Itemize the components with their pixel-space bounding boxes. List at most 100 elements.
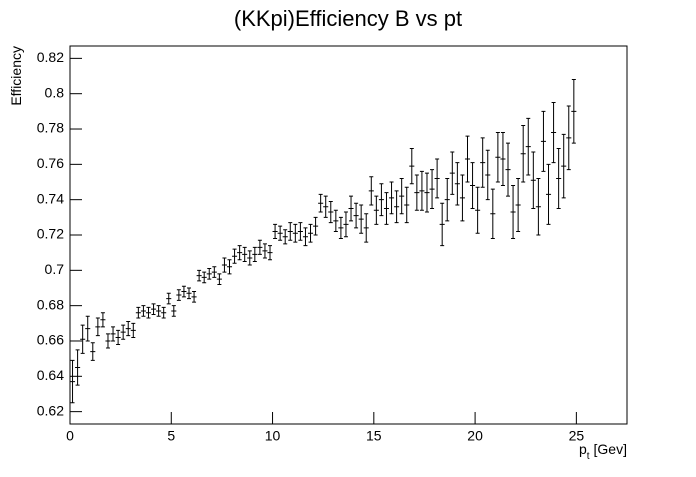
- x-axis-label-unit: [Gev]: [594, 441, 627, 457]
- error-bar-point: [338, 216, 344, 240]
- error-bar-point: [409, 147, 415, 185]
- error-bar-point: [277, 225, 283, 241]
- error-bar-point: [490, 188, 496, 240]
- error-bar-point: [389, 181, 395, 215]
- error-bar-point: [267, 245, 273, 261]
- x-axis-label: pt [Gev]: [579, 441, 627, 462]
- error-bar-point: [125, 321, 131, 337]
- error-bar-point: [551, 102, 557, 164]
- error-bar-point: [515, 177, 521, 232]
- error-bar-point: [287, 222, 293, 241]
- error-bar-point: [510, 185, 516, 240]
- error-bar-point: [348, 195, 354, 222]
- error-bar-point: [495, 132, 501, 183]
- error-bar-point: [475, 186, 481, 234]
- error-bar-point: [206, 268, 212, 280]
- error-bar-point: [257, 239, 263, 255]
- error-bar-point: [80, 324, 86, 354]
- error-bar-point: [252, 246, 258, 262]
- error-bar-point: [480, 137, 486, 188]
- error-bar-point: [186, 287, 192, 300]
- error-bar-point: [424, 172, 430, 213]
- error-bar-point: [525, 117, 531, 176]
- error-bar-point: [383, 192, 390, 225]
- error-bar-point: [115, 329, 121, 346]
- y-tick-label: 0.76: [37, 155, 64, 171]
- error-bar-point: [181, 285, 187, 298]
- error-bar-point: [353, 202, 359, 229]
- error-bar-point: [135, 306, 141, 319]
- error-bar-point: [226, 259, 233, 275]
- error-bar-point: [297, 222, 303, 241]
- error-bar-point: [404, 186, 410, 224]
- error-bar-point: [95, 317, 101, 337]
- error-bar-point: [156, 305, 162, 317]
- y-tick-label: 0.72: [37, 226, 64, 242]
- x-axis-label-sub: t: [587, 451, 590, 462]
- error-bar-point: [166, 292, 172, 305]
- error-bar-point: [237, 245, 243, 261]
- x-axis-label-main: p: [579, 441, 587, 457]
- y-tick-label: 0.7: [45, 261, 65, 277]
- error-bar-point: [333, 209, 339, 232]
- error-bar-point: [211, 266, 217, 278]
- error-bar-point: [485, 149, 491, 201]
- error-bar-point: [394, 190, 400, 224]
- error-bar-point: [216, 273, 222, 285]
- error-bar-point: [100, 312, 106, 328]
- error-bar-point: [399, 177, 405, 215]
- y-tick-label: 0.64: [37, 367, 64, 383]
- y-axis-label: Efficiency: [8, 46, 24, 106]
- error-bar-point: [70, 359, 76, 404]
- error-bar-point: [292, 223, 298, 243]
- error-bar-point: [363, 213, 369, 243]
- error-bar-point: [307, 223, 314, 243]
- error-bar-point: [358, 204, 364, 234]
- error-bar-point: [232, 248, 238, 264]
- x-tick-label: 25: [569, 428, 585, 444]
- error-bar-point: [140, 305, 146, 317]
- x-tick-label: 10: [265, 428, 281, 444]
- error-bar-point: [449, 151, 455, 195]
- error-bar-point: [414, 174, 420, 211]
- error-bar-point: [505, 142, 511, 197]
- error-bar-point: [145, 306, 152, 319]
- error-bar-point: [520, 124, 526, 183]
- y-tick-label: 0.68: [37, 296, 64, 312]
- error-bar-point: [221, 257, 227, 273]
- y-tick-label: 0.66: [37, 332, 64, 348]
- error-bar-point: [151, 303, 157, 315]
- error-bar-point: [313, 216, 319, 236]
- error-bar-point: [105, 333, 111, 349]
- error-bar-point: [373, 195, 379, 225]
- error-bar-point: [130, 322, 136, 338]
- error-bar-point: [561, 133, 567, 199]
- x-tick-label: 20: [467, 428, 483, 444]
- x-tick-label: 5: [167, 428, 175, 444]
- error-bar-point: [201, 271, 207, 284]
- error-bar-point: [282, 229, 288, 245]
- error-bar-point: [454, 162, 460, 206]
- error-bar-point: [343, 211, 349, 238]
- error-bar-point: [439, 202, 445, 247]
- y-tick-label: 0.62: [37, 402, 64, 418]
- error-bar-point: [75, 349, 81, 386]
- error-bar-point: [571, 79, 577, 144]
- chart-title: (KKpi)Efficiency B vs pt: [234, 6, 462, 31]
- error-bar-point: [419, 170, 425, 211]
- error-bar-point: [530, 151, 536, 210]
- error-bar-point: [191, 291, 197, 303]
- error-bar-point: [535, 177, 541, 236]
- error-bar-point: [470, 162, 476, 210]
- y-tick-label: 0.8: [45, 84, 65, 100]
- error-bar-point: [378, 183, 384, 217]
- error-bar-point: [556, 147, 562, 210]
- error-bar-point: [161, 306, 167, 319]
- error-bar-point: [262, 243, 268, 259]
- error-bar-point: [444, 177, 450, 222]
- error-bar-point: [323, 195, 329, 218]
- error-bar-point: [247, 250, 253, 266]
- error-bar-point: [368, 176, 374, 206]
- y-tick-label: 0.82: [37, 49, 64, 65]
